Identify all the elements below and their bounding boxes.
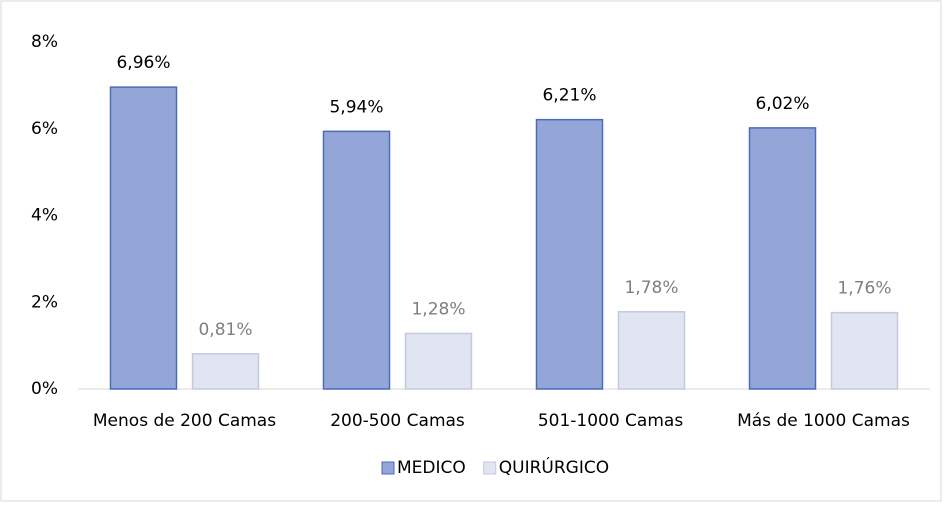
legend-label: MEDICO <box>397 458 466 478</box>
x-tick-label: Menos de 200 Camas <box>93 411 276 431</box>
bar <box>748 127 817 390</box>
x-tick-label: 501-1000 Camas <box>538 411 684 431</box>
legend-label: QUIRÚRGICO <box>499 456 609 478</box>
bar <box>535 118 604 390</box>
data-label: 1,78% <box>624 278 678 298</box>
bar <box>322 130 391 390</box>
y-tick-label: 6% <box>31 119 58 139</box>
x-tick-label: Más de 1000 Camas <box>737 411 910 431</box>
data-label: 6,02% <box>755 94 809 114</box>
bar <box>109 86 178 390</box>
legend-swatch <box>381 461 395 475</box>
x-tick-label: 200-500 Camas <box>330 411 465 431</box>
y-tick-label: 0% <box>31 379 58 399</box>
data-label: 1,28% <box>411 299 465 319</box>
data-label: 6,21% <box>542 86 596 106</box>
data-label: 0,81% <box>198 320 252 340</box>
bar <box>191 353 260 390</box>
data-label: 5,94% <box>329 97 383 117</box>
bar <box>617 311 686 390</box>
y-tick-label: 8% <box>31 32 58 52</box>
legend-swatch <box>483 461 497 475</box>
data-label: 1,76% <box>837 279 891 299</box>
bar <box>830 311 899 390</box>
data-label: 6,96% <box>116 53 170 73</box>
y-tick-label: 4% <box>31 206 58 226</box>
bar <box>404 332 473 390</box>
y-tick-label: 2% <box>31 292 58 312</box>
